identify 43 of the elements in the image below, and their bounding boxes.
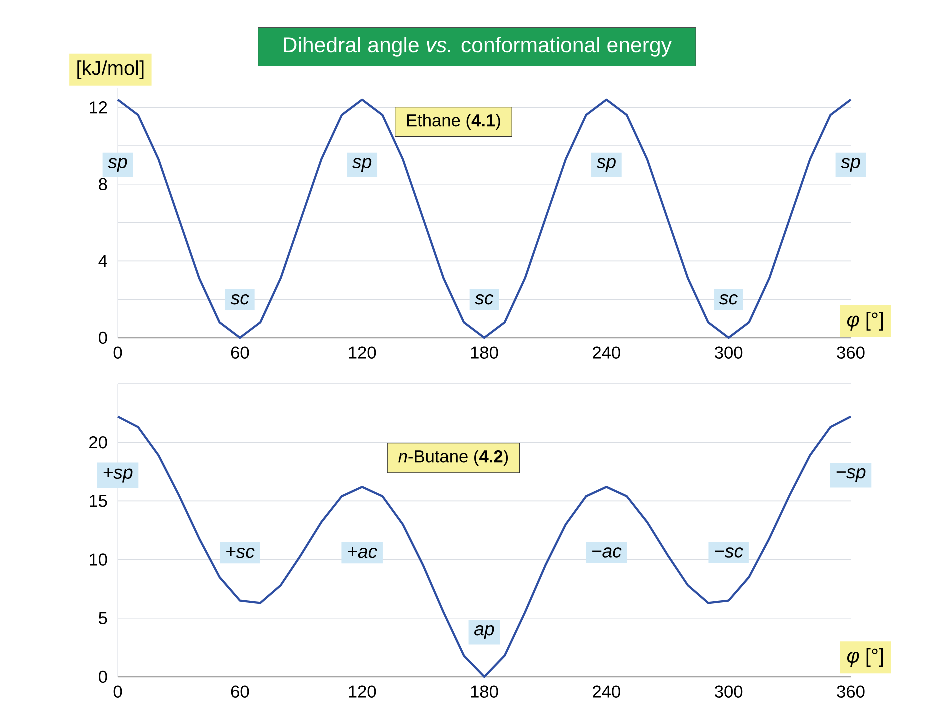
x-tick-label: 0 [114,686,122,698]
x-tick-label: 300 [715,346,743,359]
chart-title: Dihedral angle vs. conformational energy [284,37,672,57]
x-tick-label: 120 [349,686,376,698]
y-axis-title: [kJ/mol] [78,60,144,80]
y-tick-label: 0 [98,670,108,684]
x-tick-label: 60 [231,346,250,359]
x-tick-label: 60 [231,686,250,698]
x-axis-title: φ [°] [847,648,884,667]
y-tick-label: 12 [90,102,108,114]
y-tick-label: 20 [90,436,108,449]
annotation: sp [596,158,616,172]
x-tick-label: 240 [593,686,620,698]
y-tick-label: 0 [98,332,108,344]
x-tick-label: 120 [349,346,376,359]
annotation: −ac [592,548,622,558]
x-tick-label: 300 [715,686,743,698]
annotation: ap [474,625,494,640]
x-axis-title: φ [°] [847,312,884,331]
annotation: +ac [348,547,378,558]
x-tick-label: 180 [471,686,498,698]
y-tick-label: 5 [99,612,108,624]
text: Ethane (4.1) [407,114,500,130]
annotation: sp [352,158,372,172]
y-tick-label: 10 [90,554,108,566]
annotation: sc [475,294,494,305]
annotation: sp [108,158,128,172]
y-tick-label: 15 [90,495,108,508]
text: n-Butane (4.2) [398,450,508,466]
annotation: sc [230,294,250,305]
x-tick-label: 180 [471,346,498,359]
annotation: +sp [104,468,133,483]
annotation: sp [841,158,860,172]
y-tick-label: 4 [98,255,108,268]
x-tick-label: 0 [114,346,122,359]
x-tick-label: 360 [837,686,865,698]
annotation: sc [720,294,738,305]
x-tick-label: 240 [593,346,620,359]
annotation: −sp [836,468,866,482]
y-tick-label: 8 [99,178,108,191]
x-tick-label: 360 [837,346,865,359]
annotation: −sc [715,548,744,558]
annotation: +sc [226,547,255,558]
